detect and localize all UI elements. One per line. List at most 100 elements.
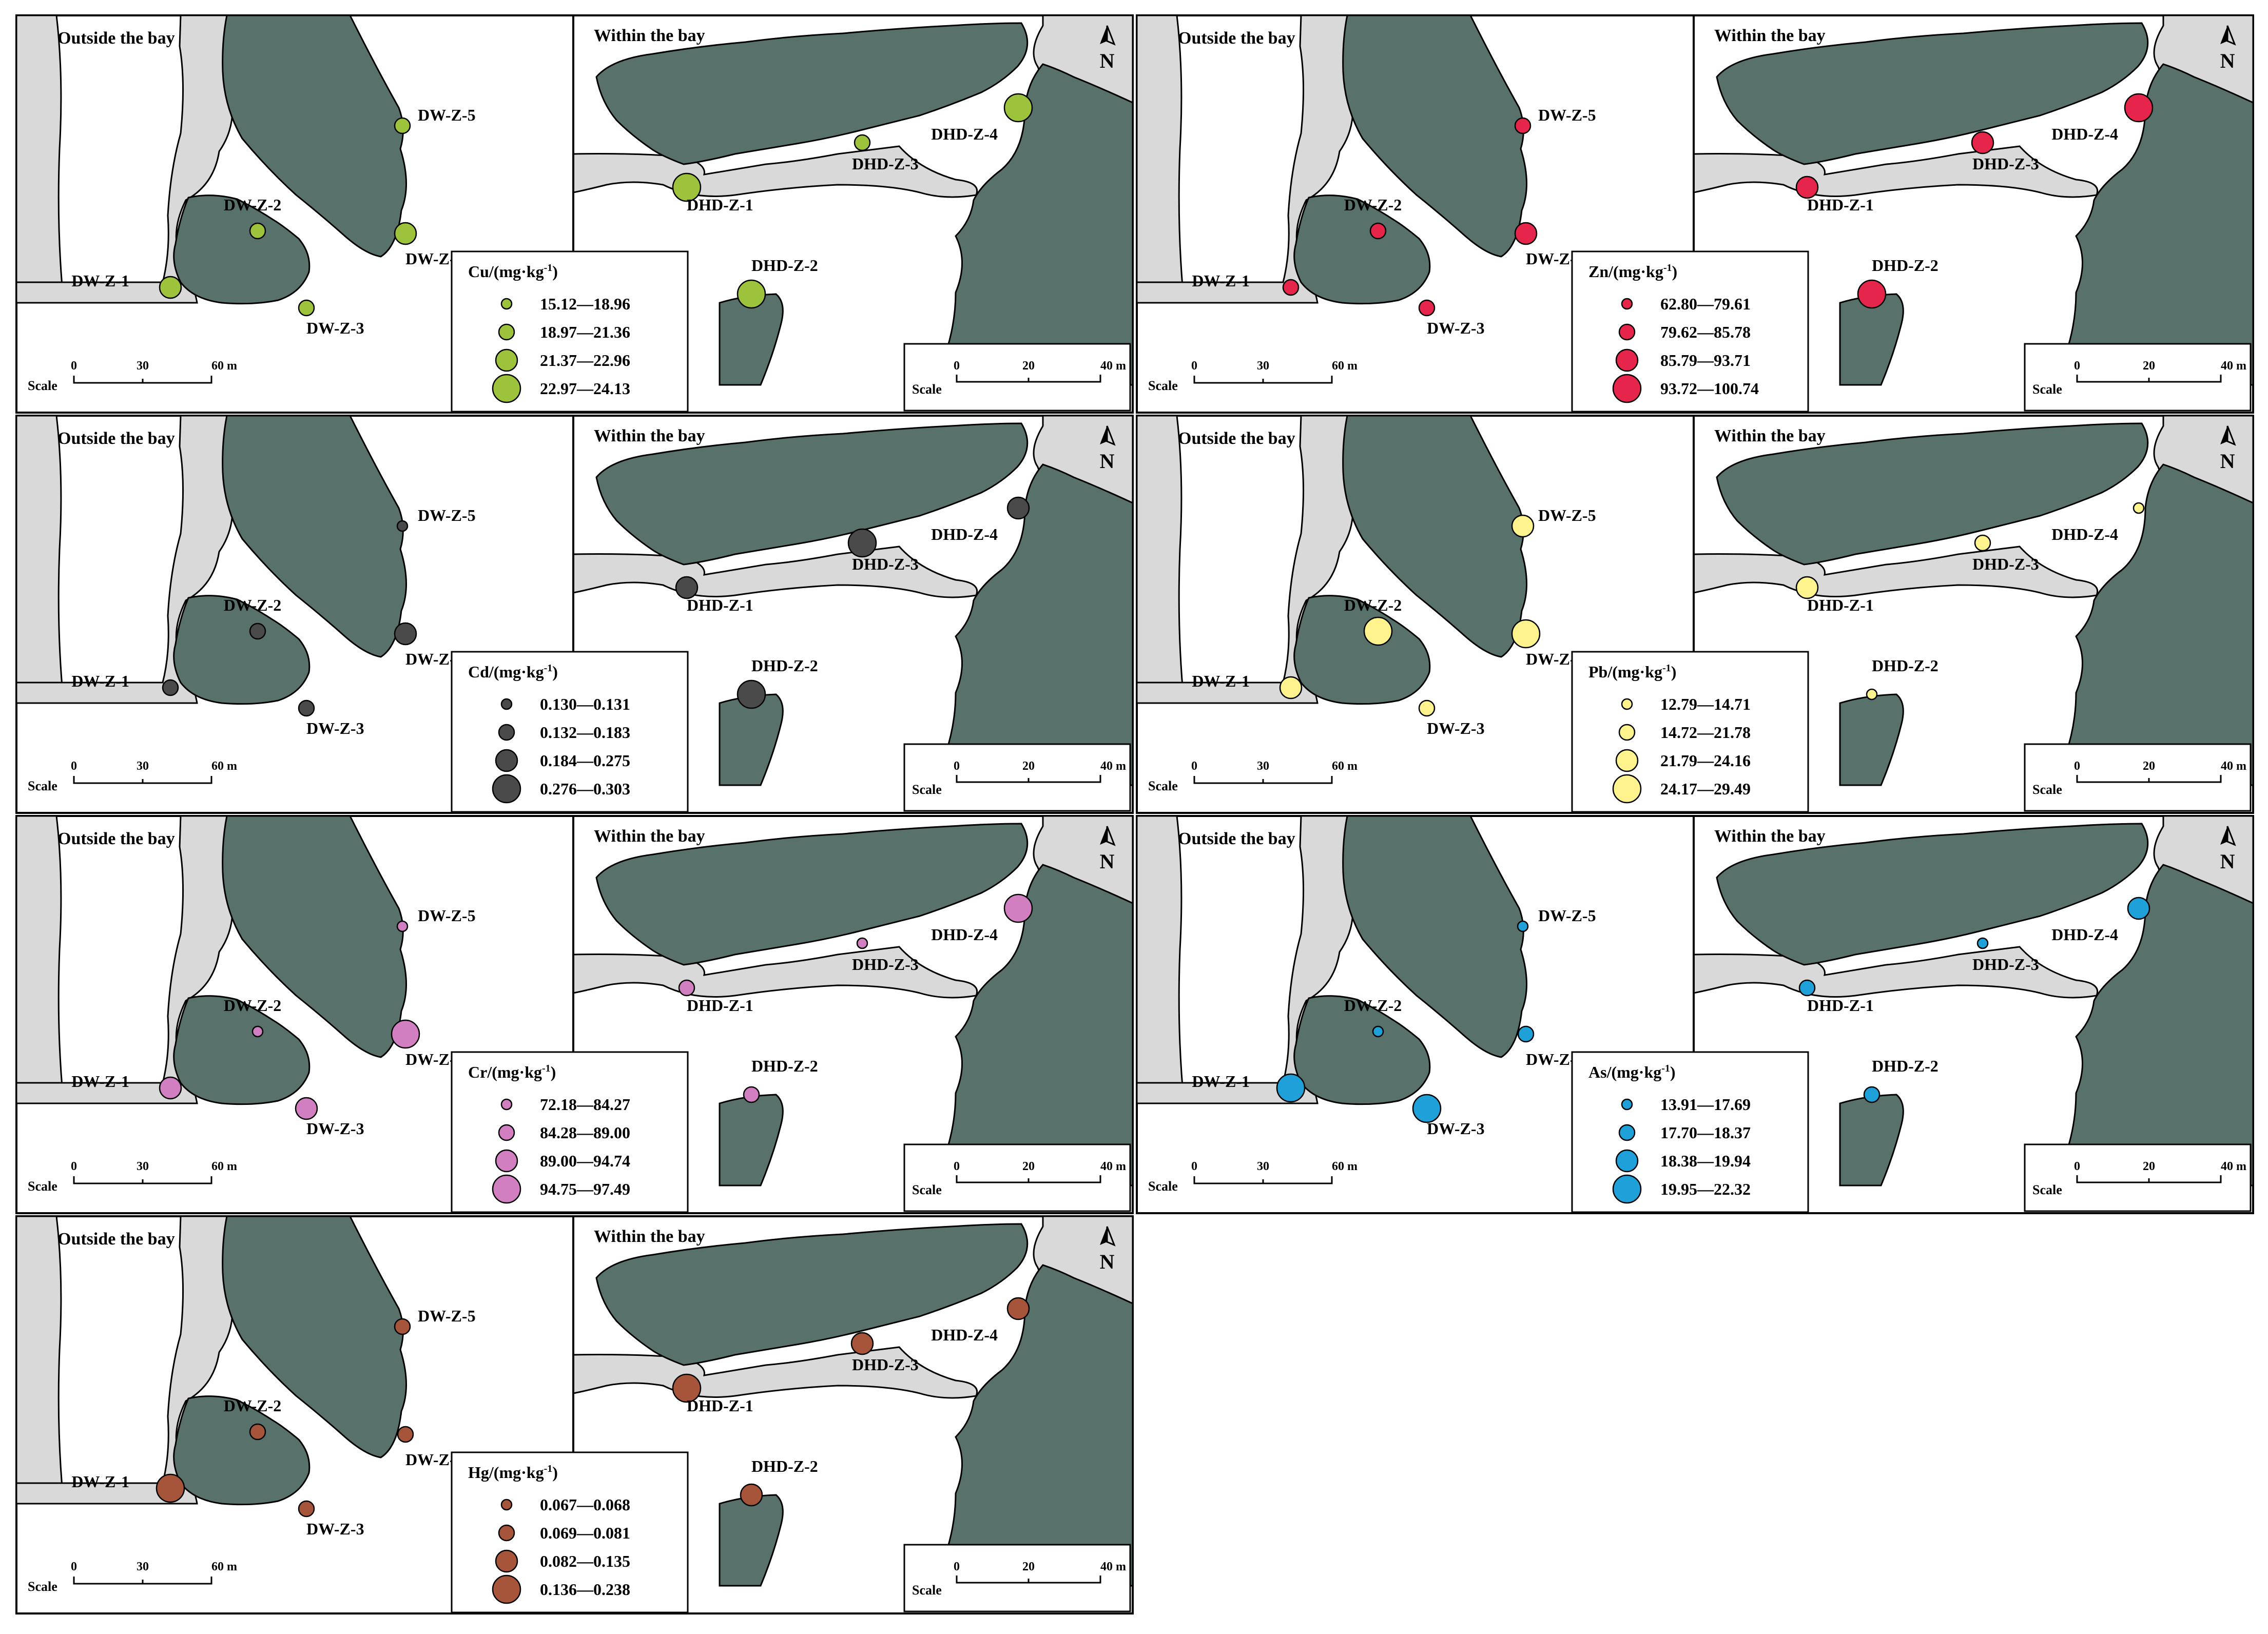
scale-tick-label: 20 — [1022, 1160, 1035, 1173]
site-marker-dw-z-2 — [249, 222, 266, 240]
site-marker-dhd-z-3 — [856, 937, 868, 949]
legend-class-label: 94.75—97.49 — [540, 1180, 630, 1198]
scale-bar-within: Scale 0 20 40 m — [2024, 743, 2252, 812]
legend-symbol — [1621, 1098, 1633, 1111]
legend-class-label: 13.91—17.69 — [1660, 1095, 1751, 1114]
legend-symbol — [1615, 1149, 1639, 1173]
site-label: DW-Z-5 — [418, 1307, 476, 1325]
scale-box — [2024, 1143, 2252, 1212]
site-marker-dw-z-2 — [249, 1423, 266, 1441]
within-heading: Within the bay — [1714, 26, 1826, 45]
site-marker-dhd-z-2 — [743, 1086, 760, 1103]
legend-symbol — [1618, 724, 1636, 741]
scale-word: Scale — [912, 1583, 942, 1598]
outside-heading: Outside the bay — [57, 829, 175, 848]
site-label: DHD-Z-3 — [852, 955, 919, 974]
legend-class-label: 85.79—93.71 — [1660, 351, 1751, 369]
legend-symbol — [1615, 749, 1639, 772]
scale-tick-label: 0 — [954, 760, 960, 773]
scale-tick-label: 40 m — [2221, 359, 2246, 373]
map-area — [1137, 416, 2253, 786]
site-label: DW-Z-3 — [1427, 319, 1485, 337]
site-marker-dhd-z-3 — [847, 528, 877, 558]
site-marker-dhd-z-3 — [1976, 937, 1989, 949]
scale-word: Scale — [1148, 779, 1178, 793]
panel-zn: Outside the bay Within the bay N DW-Z-1 DW-Z… — [1136, 14, 2254, 414]
scale-tick-label: 40 m — [1100, 1560, 1126, 1573]
scale-tick-label: 60 m — [211, 1560, 237, 1573]
scale-word: Scale — [1148, 378, 1178, 393]
legend-class-label: 22.97—24.13 — [540, 379, 630, 398]
within-main-island — [1716, 22, 2149, 165]
panel-cr: Outside the bay Within the bay N DW-Z-1 DW-Z… — [15, 815, 1134, 1214]
site-marker-dw-z-3 — [298, 1500, 315, 1518]
site-marker-dhd-z-1 — [672, 172, 702, 202]
site-marker-dhd-z-4 — [2124, 93, 2154, 123]
legend-class-label: 18.97—21.36 — [540, 323, 630, 341]
outside-south-island — [173, 595, 311, 705]
site-label: DHD-Z-1 — [687, 196, 753, 214]
site-marker-dhd-z-1 — [1798, 979, 1816, 997]
scale-tick-label: 30 — [137, 1560, 149, 1573]
scale-bar-outside: Scale 0 30 60 m — [28, 760, 237, 793]
legend-symbol — [498, 1124, 515, 1141]
panel-cu: Outside the bay Within the bay N DW-Z-1 DW-Z… — [15, 14, 1134, 414]
legend-symbol — [492, 774, 521, 804]
site-marker-dw-z-1 — [1276, 1073, 1306, 1103]
legend-symbol — [495, 749, 518, 772]
scale-tick-label: 30 — [137, 1160, 149, 1173]
site-marker-dhd-z-1 — [678, 979, 695, 997]
legend-class-label: 21.79—24.16 — [1660, 751, 1751, 770]
legend-symbol — [498, 724, 515, 741]
site-marker-dw-z-4 — [1511, 619, 1541, 649]
legend-symbol — [495, 1149, 518, 1173]
west-coast-landmass — [16, 416, 65, 704]
scale-tick-label: 30 — [1257, 760, 1269, 773]
outside-heading: Outside the bay — [57, 29, 175, 48]
site-label: DW-Z-2 — [1344, 996, 1402, 1015]
scale-tick-label: 0 — [954, 1160, 960, 1173]
scale-tick-label: 20 — [1022, 1560, 1035, 1573]
site-marker-dw-z-4 — [394, 622, 417, 646]
site-marker-dhd-z-3 — [854, 134, 871, 151]
legend-symbol — [1618, 323, 1636, 341]
north-label: N — [2220, 850, 2235, 873]
site-label: DW-Z-5 — [1538, 106, 1596, 124]
site-marker-dw-z-3 — [298, 299, 315, 317]
scale-bar-outside: Scale 0 30 60 m — [1148, 359, 1358, 393]
scale-box — [2024, 343, 2252, 412]
site-marker-dw-z-3 — [298, 699, 315, 717]
scale-bar-within: Scale 0 20 40 m — [903, 1544, 1131, 1612]
north-arrow-icon: N — [2220, 25, 2236, 72]
scale-word: Scale — [912, 382, 942, 397]
scale-word: Scale — [2032, 382, 2062, 397]
map-area — [1137, 15, 2253, 386]
within-heading: Within the bay — [1714, 426, 1826, 445]
legend: Pb/(mg·kg-1) 12.79—14.71 14.72—21.78 21.79—… — [1571, 651, 1809, 813]
within-heading: Within the bay — [594, 426, 705, 445]
site-marker-dhd-z-1 — [675, 576, 699, 599]
scale-box — [903, 1143, 1131, 1212]
outside-north-island — [1342, 15, 1527, 258]
site-label: DHD-Z-4 — [2051, 925, 2118, 944]
legend-class-label: 24.17—29.49 — [1660, 780, 1751, 798]
panel-pb: Outside the bay Within the bay N DW-Z-1 DW-Z… — [1136, 415, 2254, 814]
scale-tick-label: 40 m — [1100, 359, 1126, 373]
legend-title: Cu/(mg·kg-1) — [468, 262, 558, 281]
scale-bar-outside: Scale 0 30 60 m — [28, 1560, 237, 1594]
site-label: DHD-Z-1 — [687, 996, 753, 1015]
north-arrow-icon: N — [1100, 1226, 1116, 1273]
north-label: N — [1100, 1250, 1115, 1273]
west-coast-landmass — [1137, 416, 1185, 704]
site-marker-dhd-z-4 — [2133, 502, 2145, 514]
legend-title: Hg/(mg·kg-1) — [468, 1463, 558, 1482]
outside-south-island — [1293, 194, 1431, 305]
scale-tick-label: 60 m — [211, 359, 237, 373]
scale-tick-label: 0 — [954, 359, 960, 373]
site-label: DW-Z-2 — [224, 996, 282, 1015]
legend-class-label: 0.132—0.183 — [540, 723, 630, 742]
site-label: DHD-Z-3 — [1972, 154, 2039, 173]
legend-class-label: 0.130—0.131 — [540, 695, 630, 713]
outside-south-island — [173, 194, 311, 305]
site-marker-dhd-z-2 — [736, 679, 766, 709]
